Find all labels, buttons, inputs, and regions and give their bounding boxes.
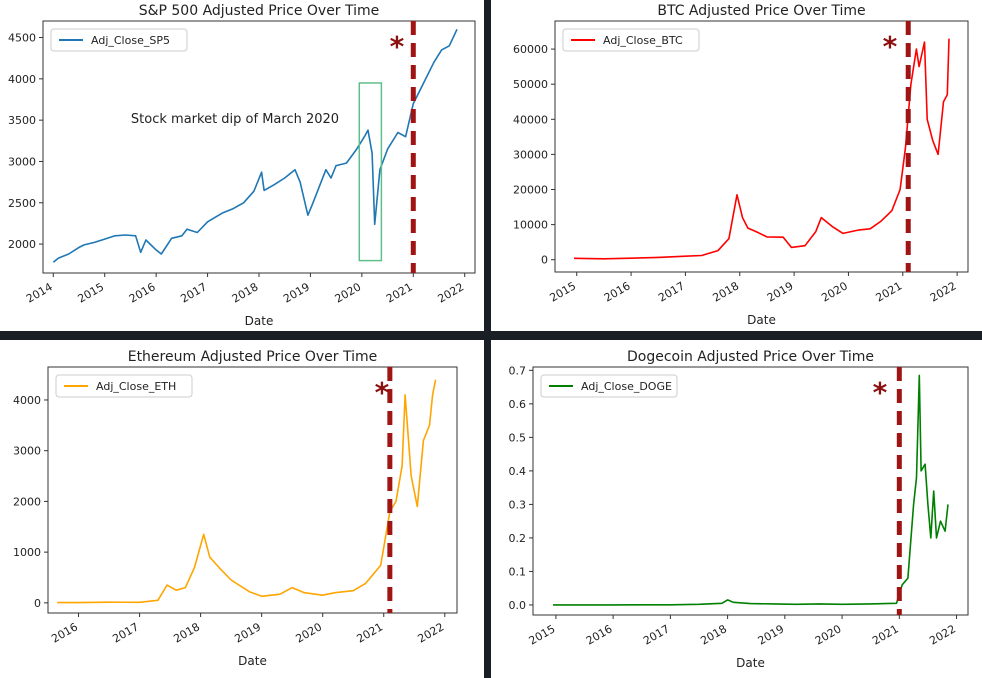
chart3-ytick-label-7: 0.7 <box>509 364 527 377</box>
chart2-series-line-0 <box>57 379 437 604</box>
chart3-ytick-label-4: 0.4 <box>509 465 527 478</box>
chart0-series-line-0 <box>52 28 458 263</box>
chart2-xtick-label-3: 2019 <box>232 620 263 645</box>
chart1-star-annotation: * <box>883 30 898 63</box>
chart1-ytick-label-5: 50000 <box>513 78 548 91</box>
chart3-plot-frame <box>532 366 969 616</box>
chart0-ytick-label-5: 4500 <box>8 32 36 45</box>
chart3-ytick-label-3: 0.3 <box>509 498 527 511</box>
chart0-xtick-label-0: 2014 <box>24 280 55 305</box>
chart3-ytick-label-1: 0.1 <box>509 565 527 578</box>
chart2-title: Ethereum Adjusted Price Over Time <box>128 349 378 365</box>
chart3-xtick-label-5: 2020 <box>813 622 844 647</box>
chart0-xtick-label-3: 2017 <box>178 280 209 305</box>
chart3-xtick-label-6: 2021 <box>870 622 901 647</box>
chart3-xtick-label-3: 2018 <box>698 622 729 647</box>
chart1-ytick-label-3: 30000 <box>513 148 548 161</box>
chart0-xtick-label-6: 2020 <box>333 280 364 305</box>
chart2-xtick-label-5: 2021 <box>354 620 385 645</box>
sp500-chart: S&P 500 Adjusted Price Over Time 2000 2500… <box>8 3 476 328</box>
chart0-plot-frame <box>42 20 476 274</box>
chart3-legend-label: Adj_Close_DOGE <box>581 380 672 393</box>
chart0-legend-box <box>50 28 188 52</box>
doge-panel: Dogecoin Adjusted Price Over Time 0.0 0.1 0… <box>491 340 982 678</box>
chart0-ytick-label-0: 2000 <box>8 238 36 251</box>
chart1-series-line-0 <box>573 38 950 260</box>
chart0-xtick-label-4: 2018 <box>230 280 261 305</box>
chart1-xtick-label-3: 2018 <box>711 279 742 304</box>
chart0-xtick-label-8: 2022 <box>435 280 466 305</box>
chart0-dip-highlight-box <box>358 82 383 262</box>
chart2-xtick-label-1: 2017 <box>110 620 141 645</box>
btc-chart: BTC Adjusted Price Over Time 0 10000 20000 3… <box>513 3 969 327</box>
chart3-series-line-0 <box>553 374 949 606</box>
chart2-legend-label: Adj_Close_ETH <box>96 380 176 393</box>
chart0-ytick-label-3: 3500 <box>8 114 36 127</box>
chart3-legend-box <box>540 374 678 398</box>
chart2-xtick-label-6: 2022 <box>416 620 447 645</box>
chart1-legend-box <box>562 28 700 52</box>
chart2-xtick-label-0: 2016 <box>49 620 80 645</box>
chart0-xtick-label-7: 2021 <box>384 280 415 305</box>
chart1-ytick-label-1: 10000 <box>513 219 548 232</box>
chart2-ytick-label-4: 4000 <box>13 394 41 407</box>
doge-chart: Dogecoin Adjusted Price Over Time 0.0 0.1 0… <box>509 349 969 670</box>
chart3-xtick-label-1: 2016 <box>584 622 615 647</box>
chart2-ytick-label-1: 1000 <box>13 546 41 559</box>
chart2-ytick-label-3: 3000 <box>13 445 41 458</box>
eth-chart: Ethereum Adjusted Price Over Time 0 1000 20… <box>13 349 458 668</box>
chart2-legend-box <box>55 374 193 398</box>
chart2-ytick-label-2: 2000 <box>13 495 41 508</box>
chart3-ytick-label-5: 0.5 <box>509 431 527 444</box>
chart2-xtick-label-4: 2020 <box>293 620 324 645</box>
chart2-ytick-label-0: 0 <box>34 597 41 610</box>
chart1-xlabel: Date <box>747 313 776 327</box>
chart1-title: BTC Adjusted Price Over Time <box>657 3 865 19</box>
chart1-ytick-label-0: 0 <box>541 254 548 267</box>
chart3-xtick-label-0: 2015 <box>527 622 558 647</box>
chart1-xtick-label-2: 2017 <box>656 279 687 304</box>
chart2-star-annotation: * <box>375 376 390 409</box>
sp500-panel: S&P 500 Adjusted Price Over Time 2000 2500… <box>0 0 484 331</box>
chart3-ytick-label-2: 0.2 <box>509 532 527 545</box>
chart0-xtick-label-1: 2015 <box>75 280 106 305</box>
chart1-legend-label: Adj_Close_BTC <box>603 34 683 47</box>
chart0-ytick-label-4: 4000 <box>8 73 36 86</box>
chart1-ytick-label-6: 60000 <box>513 43 548 56</box>
chart3-xtick-label-2: 2017 <box>641 622 672 647</box>
chart0-ytick-label-2: 3000 <box>8 155 36 168</box>
chart1-xtick-label-7: 2022 <box>928 279 959 304</box>
chart1-xtick-label-0: 2015 <box>547 279 578 304</box>
chart0-title: S&P 500 Adjusted Price Over Time <box>139 3 380 19</box>
chart1-plot-frame <box>554 20 969 273</box>
chart0-dip-annotation: Stock market dip of March 2020 <box>131 112 339 127</box>
chart3-ytick-label-6: 0.6 <box>509 398 527 411</box>
chart1-ytick-label-4: 40000 <box>513 113 548 126</box>
chart3-star-annotation: * <box>873 376 888 409</box>
chart1-ytick-label-2: 20000 <box>513 184 548 197</box>
chart0-star-annotation: * <box>390 30 405 63</box>
chart0-ytick-label-1: 2500 <box>8 197 36 210</box>
chart0-legend-label: Adj_Close_SP5 <box>91 34 170 47</box>
chart0-xtick-label-5: 2019 <box>281 280 312 305</box>
chart1-xtick-label-5: 2020 <box>819 279 850 304</box>
chart0-xtick-label-2: 2016 <box>127 280 158 305</box>
chart2-xtick-label-2: 2018 <box>171 620 202 645</box>
chart1-xtick-label-4: 2019 <box>765 279 796 304</box>
chart3-xtick-label-4: 2019 <box>756 622 787 647</box>
chart0-xlabel: Date <box>245 314 274 328</box>
btc-panel: BTC Adjusted Price Over Time 0 10000 20000 3… <box>491 0 982 331</box>
eth-panel: Ethereum Adjusted Price Over Time 0 1000 20… <box>0 340 484 678</box>
chart3-xtick-label-7: 2022 <box>927 622 958 647</box>
chart3-ytick-label-0: 0.0 <box>509 599 527 612</box>
chart3-xlabel: Date <box>736 656 765 670</box>
chart1-xtick-label-6: 2021 <box>874 279 905 304</box>
chart1-xtick-label-1: 2016 <box>602 279 633 304</box>
chart2-xlabel: Date <box>238 654 267 668</box>
chart3-title: Dogecoin Adjusted Price Over Time <box>627 349 874 365</box>
chart2-plot-frame <box>47 366 458 614</box>
